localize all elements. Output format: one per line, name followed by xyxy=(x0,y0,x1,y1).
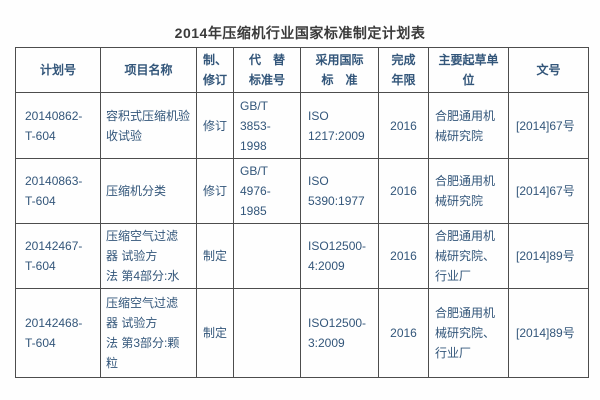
cell-intl-standard: ISO12500- 3:2009 xyxy=(300,288,379,378)
cell-replaced-standard: GB/T 3853- 1998 xyxy=(233,92,301,159)
page-title: 2014年压缩机行业国家标准制定计划表 xyxy=(174,25,426,41)
cell-replaced-standard xyxy=(233,223,301,289)
cell-drafting-unit: 合肥通用机 械研究院 xyxy=(428,92,509,159)
table-row: 20140862- T-604 容积式压缩机验 收试验 修订 GB/T 3853… xyxy=(15,92,589,159)
cell-doc-number: [2014]67号 xyxy=(508,158,589,224)
header-plan-number: 计划号 xyxy=(15,47,101,93)
cell-intl-standard: ISO 1217:2009 xyxy=(300,92,379,159)
cell-intl-standard: ISO12500- 4:2009 xyxy=(300,223,379,289)
cell-drafting-unit: 合肥通用机 械研究院 xyxy=(428,158,509,224)
cell-project-name: 压缩空气过滤 器 试验方 法 第4部分:水 xyxy=(100,223,197,289)
cell-new-or-revise: 修订 xyxy=(196,158,234,224)
header-doc-number: 文号 xyxy=(508,47,589,93)
cell-completion-year: 2016 xyxy=(378,223,429,289)
header-new-or-revise: 制、 修订 xyxy=(196,47,234,93)
table-row: 20142468- T-604 压缩空气过滤 器 试验方 法 第3部分:颗 粒 … xyxy=(15,288,589,378)
header-completion-year: 完成 年限 xyxy=(378,47,429,93)
cell-drafting-unit: 合肥通用机 械研究院、 行业厂 xyxy=(428,223,509,289)
cell-project-name: 容积式压缩机验 收试验 xyxy=(100,92,197,159)
cell-replaced-standard: GB/T 4976- 1985 xyxy=(233,158,301,224)
cell-doc-number: [2014]89号 xyxy=(508,223,589,289)
cell-replaced-standard xyxy=(233,288,301,378)
cell-plan-number: 20140863- T-604 xyxy=(15,158,101,224)
cell-new-or-revise: 修订 xyxy=(196,92,234,159)
cell-completion-year: 2016 xyxy=(378,288,429,378)
cell-new-or-revise: 制定 xyxy=(196,288,234,378)
cell-new-or-revise: 制定 xyxy=(196,223,234,289)
cell-doc-number: [2014]89号 xyxy=(508,288,589,378)
table-row: 20142467- T-604 压缩空气过滤 器 试验方 法 第4部分:水 制定… xyxy=(15,223,589,289)
cell-completion-year: 2016 xyxy=(378,92,429,159)
cell-plan-number: 20142467- T-604 xyxy=(15,223,101,289)
header-replaced-standard: 代 替 标准号 xyxy=(233,47,301,93)
standards-plan-table: 计划号 项目名称 制、 修订 代 替 标准号 采用国际 标 准 完成 年限 主要… xyxy=(15,47,589,378)
cell-doc-number: [2014]67号 xyxy=(508,92,589,159)
header-project-name: 项目名称 xyxy=(100,47,197,93)
cell-completion-year: 2016 xyxy=(378,158,429,224)
header-intl-standard: 采用国际 标 准 xyxy=(300,47,379,93)
cell-plan-number: 20142468- T-604 xyxy=(15,288,101,378)
cell-drafting-unit: 合肥通用机 械研究院、 行业厂 xyxy=(428,288,509,378)
table-header-row: 计划号 项目名称 制、 修订 代 替 标准号 采用国际 标 准 完成 年限 主要… xyxy=(15,47,589,93)
cell-plan-number: 20140862- T-604 xyxy=(15,92,101,159)
cell-intl-standard: ISO 5390:1977 xyxy=(300,158,379,224)
table-row: 20140863- T-604 压缩机分类 修订 GB/T 4976- 1985… xyxy=(15,158,589,224)
header-drafting-unit: 主要起草单 位 xyxy=(428,47,509,93)
cell-project-name: 压缩空气过滤 器 试验方 法 第3部分:颗 粒 xyxy=(100,288,197,378)
cell-project-name: 压缩机分类 xyxy=(100,158,197,224)
